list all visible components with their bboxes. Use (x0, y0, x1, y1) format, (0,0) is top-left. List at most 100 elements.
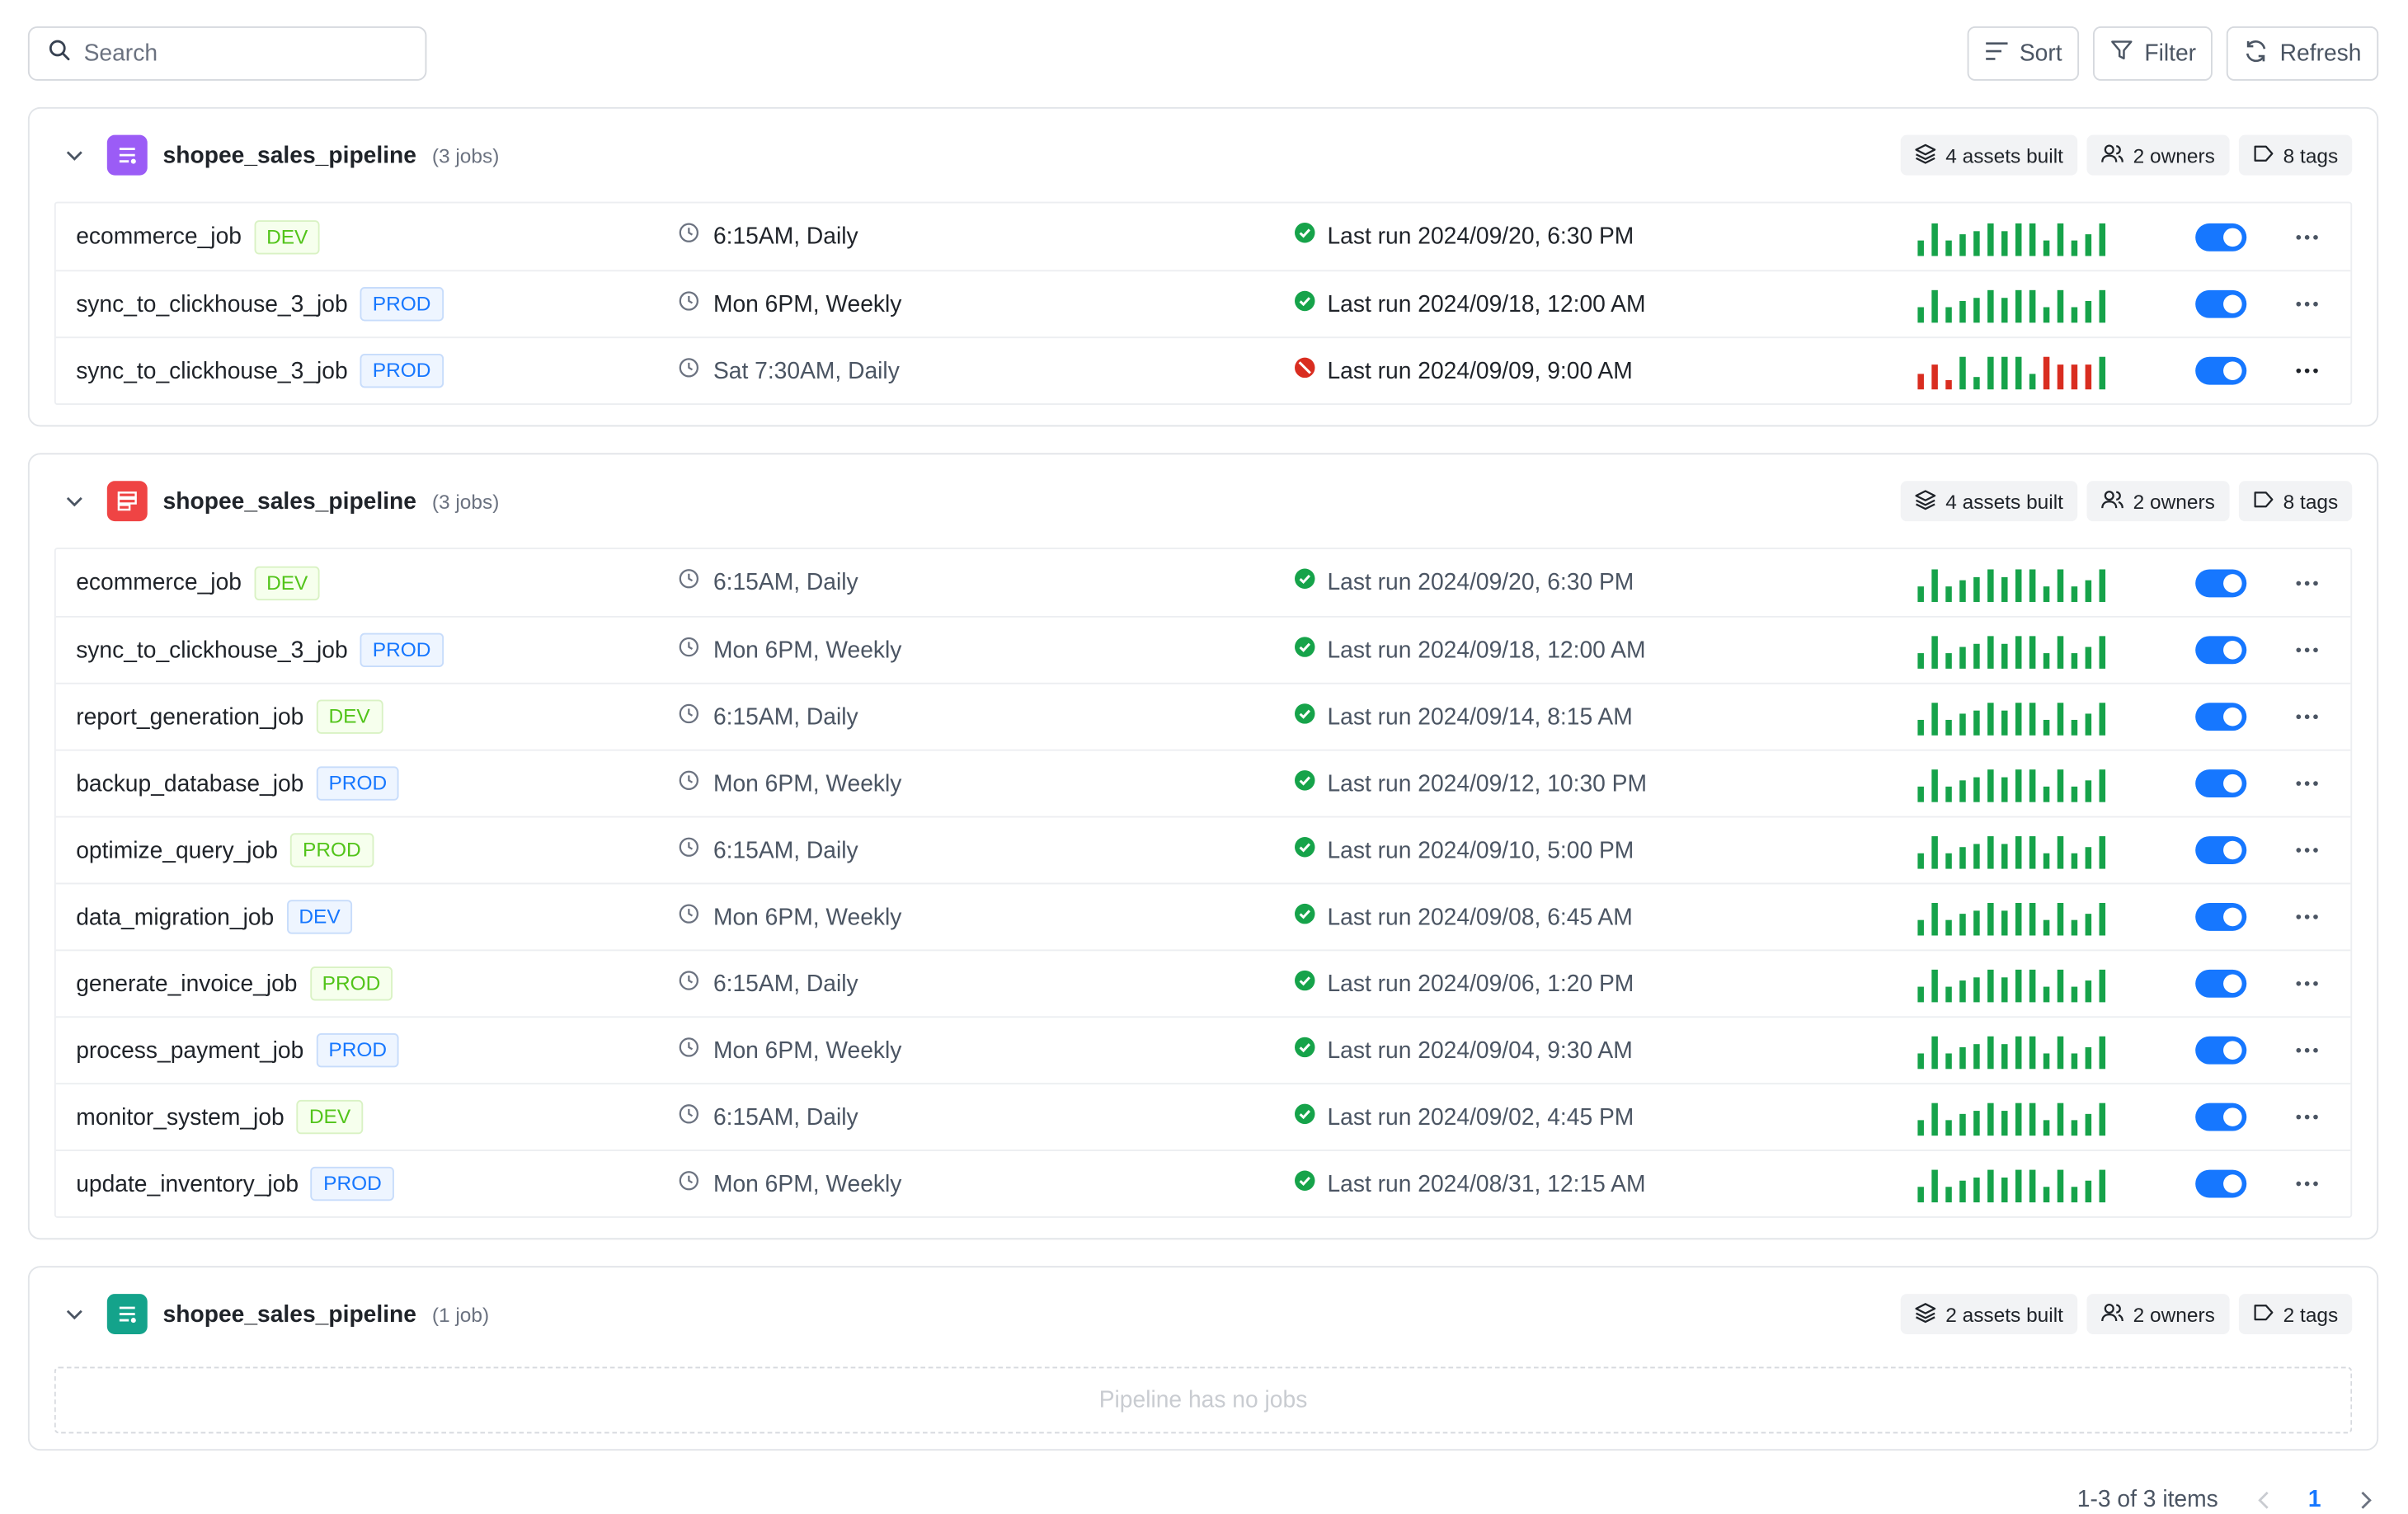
more-options-icon[interactable] (2264, 1181, 2350, 1187)
run-history-bar (1945, 1053, 1953, 1070)
job-name[interactable]: process_payment_job (76, 1037, 304, 1064)
job-name[interactable]: monitor_system_job (76, 1103, 285, 1131)
users-icon (2100, 142, 2123, 168)
job-row[interactable]: monitor_system_job DEV 6:15AM, Daily Last r… (55, 1083, 2351, 1150)
more-options-icon[interactable] (2264, 301, 2350, 308)
sort-button[interactable]: Sort (1966, 26, 2080, 81)
enable-toggle[interactable] (2195, 969, 2247, 998)
job-row[interactable]: ecommerce_job DEV 6:15AM, Daily Last run 20… (56, 549, 2351, 616)
job-row[interactable]: sync_to_clickhouse_3_job PROD Sat 7:30AM,… (55, 336, 2351, 403)
job-row[interactable]: data_migration_job DEV Mon 6PM, Weekly Last… (55, 882, 2351, 950)
job-name[interactable]: report_generation_job (76, 703, 304, 731)
job-name[interactable]: sync_to_clickhouse_3_job (76, 357, 348, 384)
assets-chip[interactable]: 4 assets built (1900, 481, 2077, 522)
more-options-icon[interactable] (2264, 1114, 2350, 1121)
run-history-bar (1931, 1169, 1939, 1203)
enable-toggle[interactable] (2195, 1036, 2247, 1065)
tags-chip[interactable]: 2 tags (2238, 1294, 2353, 1335)
enable-toggle[interactable] (2195, 1169, 2247, 1198)
more-options-icon[interactable] (2264, 914, 2350, 920)
job-row[interactable]: update_inventory_job PROD Mon 6PM, Weekly L… (55, 1150, 2351, 1216)
run-history-bar (1959, 914, 1967, 936)
filter-button[interactable]: Filter (2093, 26, 2213, 81)
more-options-icon[interactable] (2264, 233, 2350, 240)
run-history-bar (2001, 1044, 2008, 1070)
assets-chip[interactable]: 4 assets built (1900, 134, 2077, 176)
owners-chip[interactable]: 2 owners (2086, 134, 2229, 176)
last-run-text: Last run 2024/09/04, 9:30 AM (1327, 1037, 1633, 1064)
enable-toggle[interactable] (2195, 1103, 2247, 1131)
run-history-bar (2058, 769, 2064, 802)
job-name[interactable]: optimize_query_job (76, 837, 278, 863)
job-name[interactable]: ecommerce_job (76, 569, 242, 596)
pipeline-name[interactable]: shopee_sales_pipeline (162, 487, 417, 515)
more-options-icon[interactable] (2264, 780, 2350, 787)
more-options-icon[interactable] (2264, 847, 2350, 853)
more-options-icon[interactable] (2264, 580, 2350, 586)
enable-toggle[interactable] (2195, 836, 2247, 864)
run-history-bar (1917, 986, 1925, 1003)
job-name[interactable]: sync_to_clickhouse_3_job (76, 290, 348, 317)
run-history-bar (1987, 902, 1994, 936)
job-row[interactable]: ecommerce_job DEV 6:15AM, Daily Last run … (56, 203, 2351, 270)
next-page-icon[interactable] (2359, 1488, 2374, 1510)
job-row[interactable]: generate_invoice_job PROD 6:15AM, Daily Las… (55, 949, 2351, 1016)
collapse-chevron-icon[interactable] (60, 1300, 88, 1328)
enable-toggle[interactable] (2195, 769, 2247, 798)
assets-chip[interactable]: 2 assets built (1900, 1294, 2077, 1335)
more-options-icon[interactable] (2264, 1047, 2350, 1054)
collapse-chevron-icon[interactable] (60, 141, 88, 169)
job-row[interactable]: process_payment_job PROD Mon 6PM, Weekly La… (55, 1016, 2351, 1083)
owners-chip[interactable]: 2 owners (2086, 481, 2229, 522)
run-history-bar (2015, 1169, 2022, 1203)
refresh-label: Refresh (2279, 40, 2362, 67)
job-name[interactable]: generate_invoice_job (76, 970, 298, 997)
search-box[interactable] (27, 26, 427, 81)
schedule-text: Mon 6PM, Weekly (713, 1037, 902, 1064)
refresh-button[interactable]: Refresh (2227, 26, 2379, 81)
more-options-icon[interactable] (2264, 713, 2350, 720)
collapse-chevron-icon[interactable] (60, 487, 88, 515)
search-input[interactable] (83, 40, 394, 67)
job-name[interactable]: update_inventory_job (76, 1170, 299, 1197)
tags-chip[interactable]: 8 tags (2238, 134, 2353, 176)
last-run-text: Last run 2024/09/20, 6:30 PM (1327, 223, 1634, 250)
run-history-bar (2099, 836, 2106, 869)
success-status-icon (1295, 568, 1316, 598)
run-history-bar (2015, 1036, 2022, 1070)
job-name[interactable]: ecommerce_job (76, 223, 242, 250)
more-options-icon[interactable] (2264, 647, 2350, 654)
run-history-bar (2029, 703, 2036, 736)
run-history-bar (1931, 703, 1939, 736)
job-row[interactable]: backup_database_job PROD Mon 6PM, Weekly La… (55, 749, 2351, 816)
enable-toggle[interactable] (2195, 703, 2247, 731)
prev-page-icon[interactable] (2255, 1488, 2271, 1510)
tags-chip[interactable]: 8 tags (2238, 481, 2353, 522)
more-options-icon[interactable] (2264, 980, 2350, 987)
pipeline-name[interactable]: shopee_sales_pipeline (162, 1300, 417, 1328)
pipeline-header: shopee_sales_pipeline (3 jobs) 4 assets … (30, 109, 2377, 202)
enable-toggle[interactable] (2195, 356, 2247, 385)
job-row[interactable]: optimize_query_job PROD 6:15AM, Daily Last … (55, 816, 2351, 883)
owners-chip[interactable]: 2 owners (2086, 1294, 2229, 1335)
job-row[interactable]: sync_to_clickhouse_3_job PROD Mon 6PM, Wee… (55, 615, 2351, 683)
job-name[interactable]: data_migration_job (76, 903, 275, 930)
enable-toggle[interactable] (2195, 289, 2247, 318)
enable-toggle[interactable] (2195, 902, 2247, 931)
enable-toggle[interactable] (2195, 636, 2247, 665)
more-options-icon[interactable] (2264, 368, 2350, 374)
job-name[interactable]: backup_database_job (76, 770, 304, 797)
job-name[interactable]: sync_to_clickhouse_3_job (76, 637, 348, 664)
enable-toggle[interactable] (2195, 222, 2247, 251)
run-history-bar (1973, 977, 1981, 1003)
job-row[interactable]: sync_to_clickhouse_3_job PROD Mon 6PM, We… (55, 270, 2351, 336)
last-run-text: Last run 2024/09/18, 12:00 AM (1327, 290, 1646, 317)
pipeline-name[interactable]: shopee_sales_pipeline (162, 142, 417, 169)
enable-toggle[interactable] (2195, 568, 2247, 597)
clock-icon (678, 902, 699, 932)
run-history-bar (1987, 1036, 1994, 1070)
schedule-text: 6:15AM, Daily (713, 703, 858, 731)
page-number-current[interactable]: 1 (2307, 1486, 2321, 1513)
run-history-bars (1915, 352, 2179, 390)
job-row[interactable]: report_generation_job DEV 6:15AM, Daily Las… (55, 682, 2351, 750)
